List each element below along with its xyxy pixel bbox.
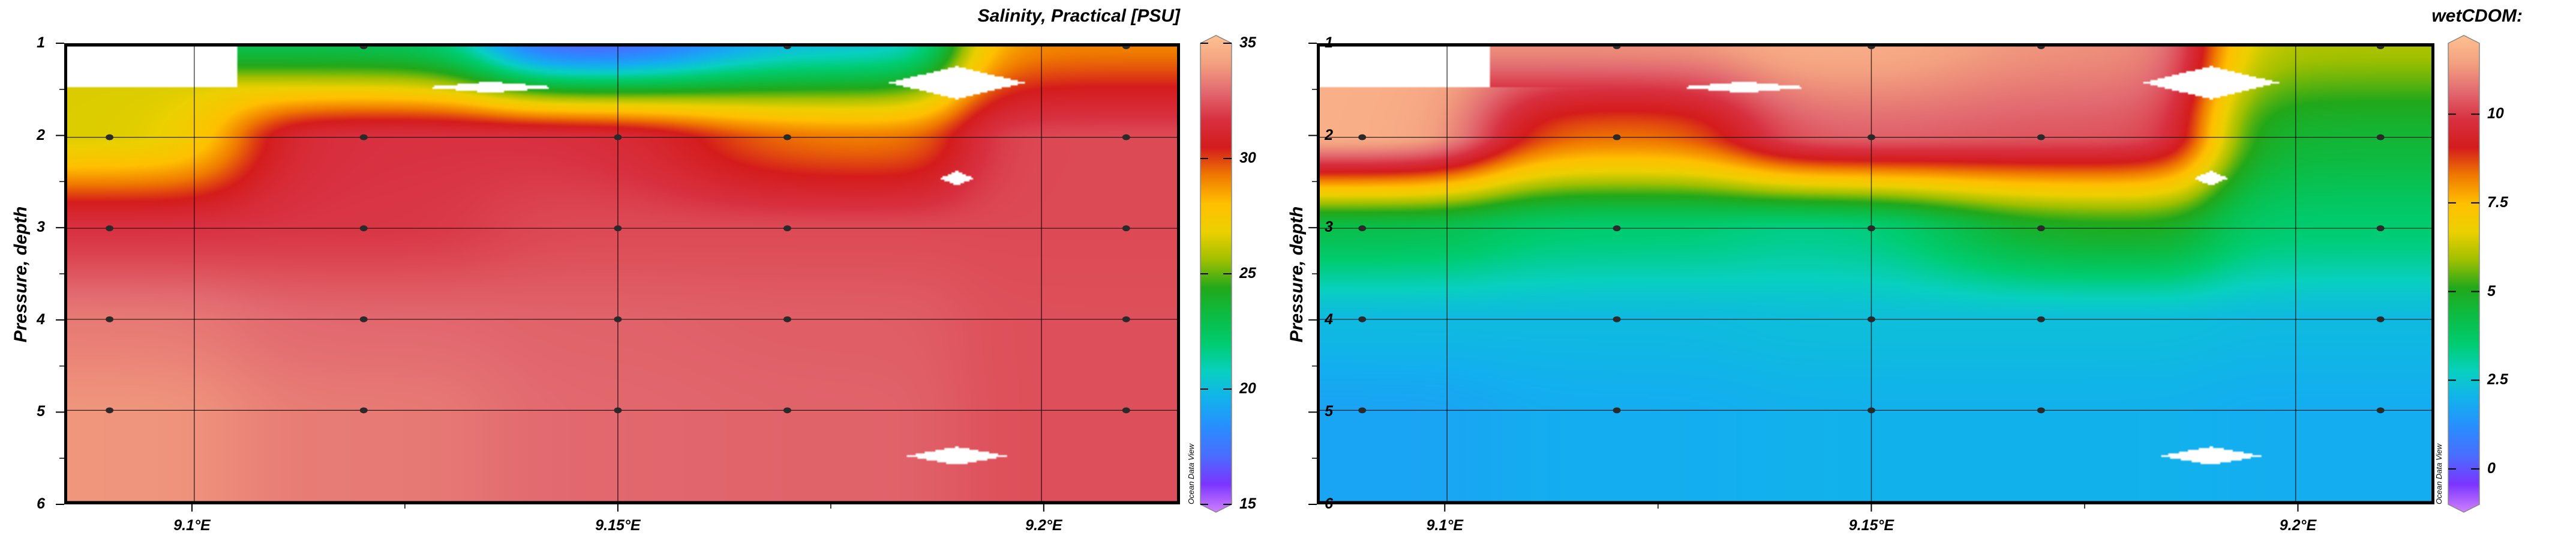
odv-credit: Ocean Data View: [2434, 444, 2443, 504]
sample-point: [1613, 46, 1621, 49]
sample-point: [1122, 316, 1130, 322]
plot-area: [1317, 43, 2434, 504]
x-tick-label: 9.2°E: [1025, 517, 1062, 534]
sample-point: [1613, 316, 1621, 322]
sample-point: [106, 407, 114, 414]
x-tick-label: 9.1°E: [173, 517, 211, 534]
sample-point: [1358, 225, 1367, 232]
colorbar: [1200, 35, 1232, 513]
sample-point: [359, 407, 368, 414]
section-field: [67, 46, 1177, 501]
x-tick-label: 9.1°E: [1426, 517, 1464, 534]
sample-point: [1613, 225, 1621, 232]
x-tick-label: 9.2°E: [2279, 517, 2317, 534]
sample-point: [2376, 46, 2385, 49]
x-tick-label: 9.15°E: [595, 517, 641, 534]
sample-point: [2376, 134, 2385, 141]
sample-point: [614, 134, 622, 141]
sample-point: [1358, 134, 1367, 141]
colorbar: [2448, 35, 2480, 513]
sample-point: [1867, 134, 1875, 141]
sample-point: [1122, 134, 1130, 141]
plot-overlay: [1320, 46, 2431, 501]
sample-point: [106, 134, 114, 141]
section-field: [1320, 46, 2431, 501]
sample-point: [783, 225, 791, 232]
y-tick-label: 3: [37, 219, 45, 236]
y-tick-label: 6: [1325, 495, 1333, 512]
axes: [56, 43, 1044, 512]
sample-point: [2376, 225, 2385, 232]
sample-point: [106, 316, 114, 322]
cdom-panel: wetCDOM: Pressure, depth 1 2 3 4 5 6 9.1°E 9.15…: [1287, 0, 2576, 556]
sample-point: [2376, 316, 2385, 322]
colorbar-tick-label: 25: [1239, 265, 1256, 282]
y-tick-label: 4: [1325, 310, 1333, 328]
x-tick-label: 9.15°E: [1848, 517, 1895, 534]
colorbar-tick-label: 20: [1239, 380, 1256, 397]
sample-point: [1122, 225, 1130, 232]
sample-point: [359, 316, 368, 322]
y-tick-label: 1: [37, 34, 45, 51]
sample-point: [783, 46, 791, 49]
sample-point: [2037, 46, 2045, 49]
odv-credit: Ocean Data View: [1187, 444, 1196, 504]
plot-overlay: [67, 46, 1177, 501]
sample-point: [359, 225, 368, 232]
chart-title: Salinity, Practical [PSU]: [977, 6, 1180, 26]
sample-point: [1867, 225, 1875, 232]
sample-point: [2037, 407, 2045, 414]
sample-point: [2037, 225, 2045, 232]
colorbar-scale: [2448, 35, 2480, 513]
sample-point: [2037, 134, 2045, 141]
y-tick-label: 2: [1325, 126, 1333, 144]
axes: [1308, 43, 2299, 512]
chart-title: wetCDOM:: [2431, 6, 2523, 26]
sample-point: [2376, 407, 2385, 414]
sample-point: [1867, 46, 1875, 49]
colorbar-tick-label: 10: [2487, 105, 2504, 122]
y-tick-label: 5: [1325, 403, 1333, 420]
plot-area: [64, 43, 1180, 504]
colorbar-tick-label: 0: [2487, 459, 2496, 477]
sample-point: [1122, 46, 1130, 49]
sample-point: [1613, 407, 1621, 414]
sample-point: [614, 316, 622, 322]
sample-point: [614, 225, 622, 232]
sample-point: [2037, 316, 2045, 322]
colorbar-tick-label: 35: [1239, 34, 1256, 51]
sample-point: [1867, 316, 1875, 322]
y-tick-label: 2: [37, 126, 45, 144]
y-tick-label: 3: [1325, 219, 1333, 236]
colorbar-tick-label: 15: [1239, 495, 1256, 512]
sample-point: [1358, 316, 1367, 322]
colorbar-tick-label: 7.5: [2487, 193, 2508, 211]
colorbar-tick-label: 2.5: [2487, 371, 2508, 388]
y-tick-label: 4: [37, 310, 45, 328]
y-tick-label: 1: [1325, 34, 1333, 51]
salinity-panel: Salinity, Practical [PSU] Pressure, dept…: [11, 6, 1256, 534]
sample-point: [359, 46, 368, 49]
sample-point: [1613, 134, 1621, 141]
sample-point: [614, 407, 622, 414]
sample-point: [1358, 407, 1367, 414]
sample-point: [783, 134, 791, 141]
y-tick-label: 5: [37, 403, 45, 420]
sample-point: [359, 134, 368, 141]
y-tick-label: 6: [37, 495, 45, 512]
colorbar-tick-label: 30: [1239, 150, 1256, 166]
sample-point: [106, 225, 114, 232]
sample-point: [1867, 407, 1875, 414]
colorbar-tick-label: 5: [2487, 282, 2496, 300]
sample-point: [1122, 407, 1130, 414]
sample-point: [783, 316, 791, 322]
sample-point: [783, 407, 791, 414]
